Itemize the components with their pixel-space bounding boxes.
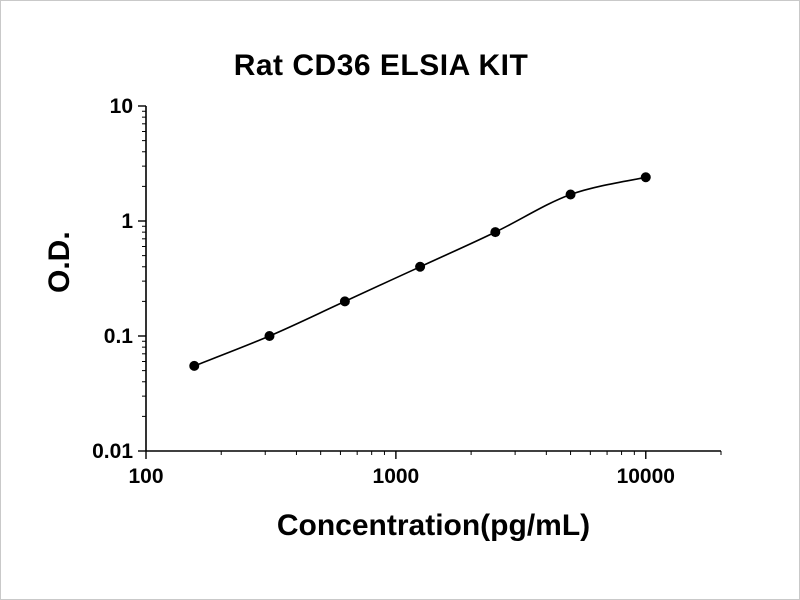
x-tick-label: 10000 — [617, 465, 675, 488]
data-point — [189, 360, 200, 371]
y-axis-label: O.D. — [42, 231, 76, 293]
x-axis-label: Concentration(pg/mL) — [276, 509, 591, 542]
y-tick-label: 10 — [110, 95, 133, 118]
chart-title: Rat CD36 ELSIA KIT — [233, 49, 529, 82]
data-point — [640, 172, 651, 183]
x-tick-label: 1000 — [373, 465, 420, 488]
data-point — [264, 331, 275, 341]
y-tick-label: 0.01 — [92, 440, 133, 463]
data-point — [415, 261, 426, 272]
data-point — [490, 227, 501, 238]
y-tick-label: 1 — [121, 210, 133, 233]
data-point — [565, 189, 576, 200]
x-tick-label: 100 — [128, 465, 163, 488]
data-point — [339, 296, 350, 307]
y-tick-label: 0.1 — [104, 325, 134, 348]
